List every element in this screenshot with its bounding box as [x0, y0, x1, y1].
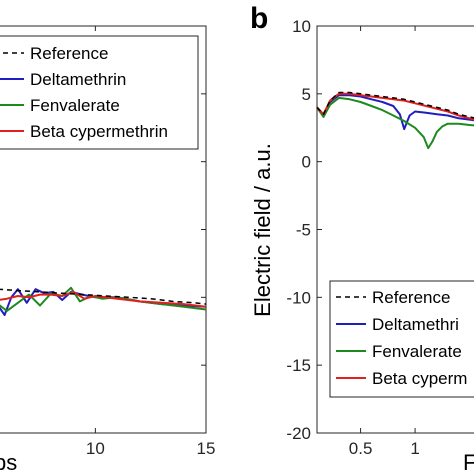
panel-a: 10 15 ps Reference Deltamethrin Fenvalerate… — [0, 25, 216, 474]
y-tick-label: -15 — [286, 356, 311, 375]
legend-label: Deltamethri — [372, 315, 459, 334]
panel-b: b Electric field / a.u. 0.5 1 10 5 0 -5 -10 -15… — [250, 2, 474, 474]
y-tick-label: 5 — [302, 85, 311, 104]
panel-b-legend: Reference Deltamethri Fenvalerate Beta cype… — [329, 280, 474, 398]
panel-b-lines — [316, 91, 474, 150]
legend-label: Fenvalerate — [30, 96, 120, 115]
legend-label: Beta cypermethrin — [30, 122, 168, 141]
panel-a-x-axis-label: ps — [0, 450, 17, 474]
x-tick-label: 15 — [197, 439, 216, 458]
panel-b-x-axis-label: F — [463, 450, 474, 474]
y-tick-label: -10 — [286, 288, 311, 307]
panel-b-letter: b — [250, 2, 268, 35]
legend-label: Fenvalerate — [372, 342, 462, 361]
panel-a-legend-box — [0, 35, 199, 150]
legend-label: Beta cyperm — [372, 369, 467, 388]
panel-b-ticks: 0.5 1 10 5 0 -5 -10 -15 -20 — [286, 17, 419, 458]
series-line-reference — [0, 288, 207, 305]
x-tick-label: 1 — [410, 439, 419, 458]
panel-a-legend-items: Reference Deltamethrin Fenvalerate Beta cyp… — [0, 44, 168, 141]
x-tick-label: 10 — [86, 439, 105, 458]
y-tick-label: 10 — [292, 17, 311, 36]
panel-a-lines — [0, 286, 207, 316]
y-tick-label: -5 — [296, 221, 311, 240]
legend-label: Deltamethrin — [30, 70, 126, 89]
series-line-fenvalerate — [316, 96, 474, 150]
panel-b-legend-items: Reference Deltamethri Fenvalerate Beta cype… — [336, 288, 467, 388]
series-line-beta-cypermethrin — [0, 290, 207, 308]
panel-b-y-axis-label: Electric field / a.u. — [250, 143, 275, 317]
series-line-deltamethri — [316, 94, 474, 131]
y-tick-label: 0 — [302, 153, 311, 172]
series-line-reference — [316, 91, 474, 119]
legend-label: Reference — [30, 44, 108, 63]
panel-a-x-ticks: 10 15 — [86, 25, 216, 458]
legend-label: Reference — [372, 288, 450, 307]
x-tick-label: 0.5 — [349, 439, 373, 458]
y-tick-label: -20 — [286, 424, 311, 443]
panel-a-legend: Reference Deltamethrin Fenvalerate Beta cyp… — [0, 35, 199, 150]
